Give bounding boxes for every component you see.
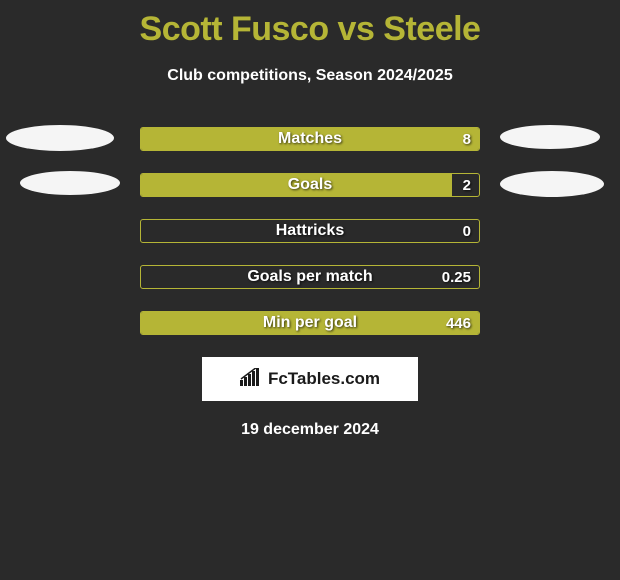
player-left-ellipse-2 (20, 171, 120, 195)
bar-chart-icon (240, 368, 262, 391)
subtitle: Club competitions, Season 2024/2025 (0, 67, 620, 85)
brand-label: FcTables.com (268, 369, 380, 389)
stat-label: Hattricks (141, 220, 479, 242)
stat-row: Min per goal 446 (140, 311, 480, 335)
player-right-ellipse-1 (500, 125, 600, 149)
stat-row: Hattricks 0 (140, 219, 480, 243)
stat-value: 0.25 (442, 266, 471, 288)
stat-row: Goals 2 (140, 173, 480, 197)
stat-row: Goals per match 0.25 (140, 265, 480, 289)
stat-bars: Matches 8 Goals 2 Hattricks 0 Goals per … (140, 127, 480, 335)
stat-label: Matches (141, 128, 479, 150)
stat-value: 8 (463, 128, 471, 150)
player-left-ellipse-1 (6, 125, 114, 151)
stat-value: 446 (446, 312, 471, 334)
stat-label: Min per goal (141, 312, 479, 334)
stat-value: 0 (463, 220, 471, 242)
date-label: 19 december 2024 (0, 421, 620, 439)
player-right-ellipse-2 (500, 171, 604, 197)
stat-label: Goals (141, 174, 479, 196)
stat-label: Goals per match (141, 266, 479, 288)
stat-value: 2 (463, 174, 471, 196)
stat-row: Matches 8 (140, 127, 480, 151)
page-title: Scott Fusco vs Steele (0, 0, 620, 49)
comparison-chart: Matches 8 Goals 2 Hattricks 0 Goals per … (0, 127, 620, 439)
brand-card: FcTables.com (202, 357, 418, 401)
